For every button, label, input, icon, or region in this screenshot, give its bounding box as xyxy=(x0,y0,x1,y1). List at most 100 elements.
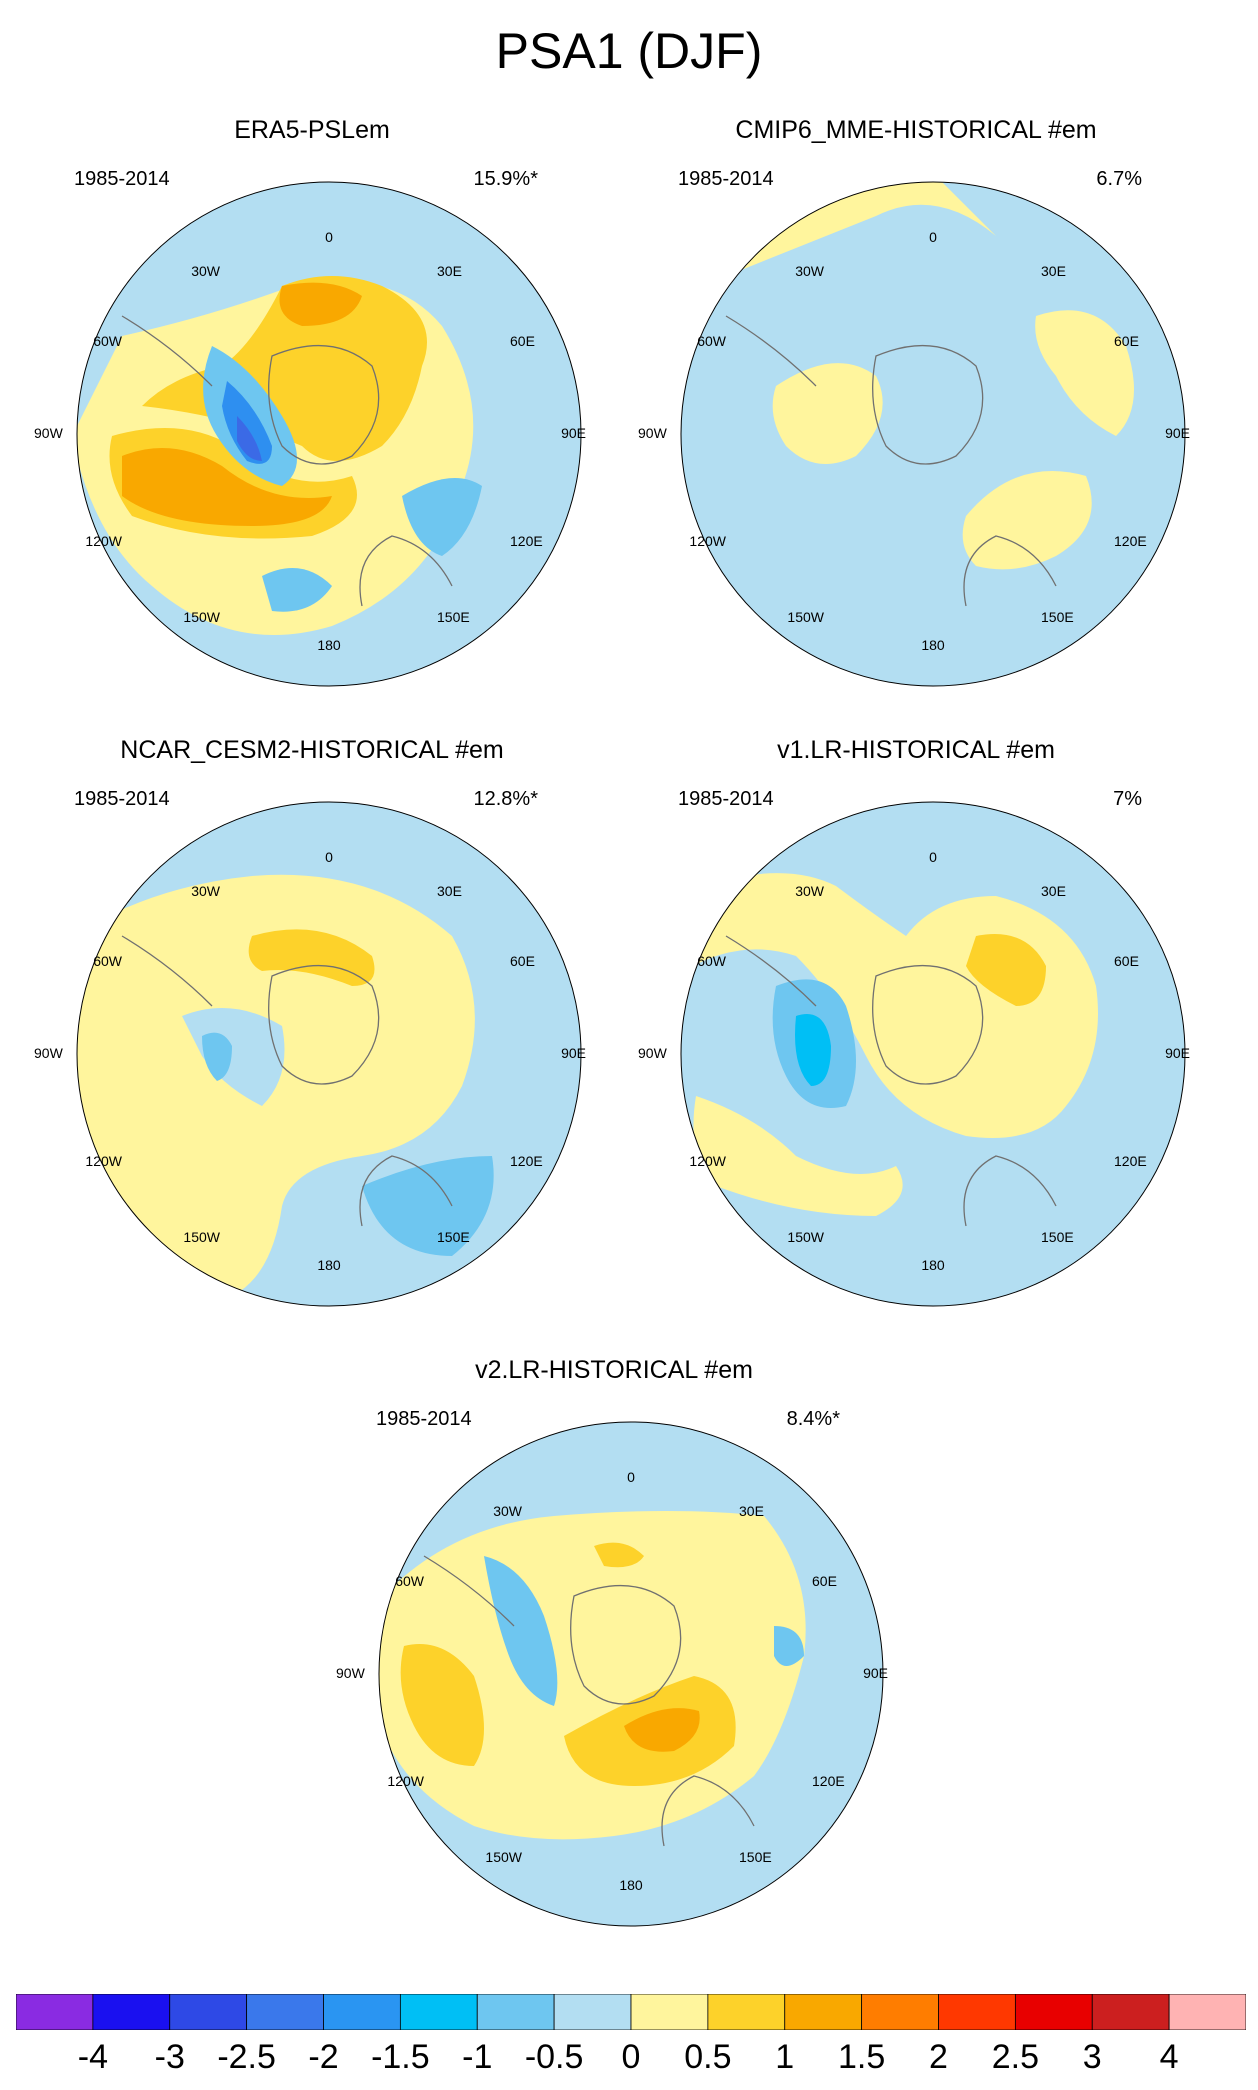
colorbar-swatch xyxy=(246,1994,324,2030)
lon-label: 120W xyxy=(689,533,726,549)
colorbar-swatch xyxy=(399,1994,478,2030)
lon-label: 120E xyxy=(1114,533,1147,549)
lon-label: 90W xyxy=(34,425,64,441)
colorbar-swatch xyxy=(92,1994,171,2030)
colorbar-swatch xyxy=(1091,1994,1170,2030)
panel-v2lr: v2.LR-HISTORICAL #em 1985-2014 8.4%* 0 3… xyxy=(334,1356,894,1996)
colorbar-tick-label: 3 xyxy=(1082,2038,1102,2076)
lon-label: 90E xyxy=(561,425,586,441)
lon-label: 150W xyxy=(485,1849,522,1865)
panel-cesm2: NCAR_CESM2-HISTORICAL #em 1985-2014 12.8… xyxy=(32,736,592,1376)
lon-label: 120W xyxy=(387,1773,424,1789)
colorbar-swatch xyxy=(938,1994,1016,2030)
lon-label: 60E xyxy=(1114,953,1139,969)
lon-label: 180 xyxy=(317,637,341,653)
colorbar-tick-label: -2.5 xyxy=(217,2038,276,2076)
lon-label: 60W xyxy=(697,953,727,969)
lon-label: 30E xyxy=(437,883,462,899)
lon-label: 30W xyxy=(795,263,825,279)
colorbar-tick-label: -2 xyxy=(308,2038,339,2076)
colorbar-tick-label: 1.5 xyxy=(837,2038,886,2076)
lon-label: 30W xyxy=(795,883,825,899)
lon-label: 60W xyxy=(93,953,123,969)
lon-label: 120W xyxy=(85,533,122,549)
colorbar-swatch xyxy=(169,1994,248,2030)
period-label: 1985-2014 xyxy=(678,168,774,190)
polar-map: 0 30E 60E 90E 120E 150E 180 150W 120W 90… xyxy=(638,801,1190,1307)
lon-label: 120E xyxy=(510,533,543,549)
lon-label: 60E xyxy=(510,953,535,969)
lon-label: 150E xyxy=(1041,609,1074,625)
figure-title: PSA1 (DJF) xyxy=(495,23,763,79)
lon-label: 150E xyxy=(437,1229,470,1245)
lon-label: 120W xyxy=(689,1153,726,1169)
lon-label: 30E xyxy=(437,263,462,279)
lon-label: 120E xyxy=(812,1773,845,1789)
lon-label: 180 xyxy=(921,1257,945,1273)
lon-label: 0 xyxy=(325,849,333,865)
colorbar-tick-label: -4 xyxy=(77,2038,108,2076)
colorbar-swatch xyxy=(1014,1994,1093,2030)
lon-label: 150E xyxy=(739,1849,772,1865)
lon-label: 0 xyxy=(929,849,937,865)
lon-label: 0 xyxy=(627,1469,635,1485)
panel-title: v2.LR-HISTORICAL #em xyxy=(475,1356,753,1384)
colorbar-swatch xyxy=(476,1994,555,2030)
lon-label: 150W xyxy=(183,609,220,625)
variance-label: 12.8%* xyxy=(473,788,539,810)
panel-title: v1.LR-HISTORICAL #em xyxy=(777,736,1055,764)
polar-map: 0 30E 60E 90E 120E 150E 180 150W 120W 90… xyxy=(638,181,1190,687)
lon-label: 30E xyxy=(1041,883,1066,899)
lon-label: 180 xyxy=(921,637,945,653)
period-label: 1985-2014 xyxy=(376,1408,472,1430)
panel-title: CMIP6_MME-HISTORICAL #em xyxy=(735,116,1097,144)
lon-label: 30E xyxy=(739,1503,764,1519)
lon-label: 150W xyxy=(787,1229,824,1245)
lon-label: 90E xyxy=(561,1045,586,1061)
lon-label: 30E xyxy=(1041,263,1066,279)
variance-label: 7% xyxy=(1113,788,1142,810)
colorbar-tick-label: 1 xyxy=(775,2038,795,2076)
lon-label: 120E xyxy=(1114,1153,1147,1169)
lon-label: 90E xyxy=(863,1665,888,1681)
panel-v1lr: v1.LR-HISTORICAL #em 1985-2014 7% 0 30E … xyxy=(636,736,1196,1376)
colorbar-swatch xyxy=(630,1994,709,2030)
polar-map: 0 30E 60E 90E 120E 150E 180 150W 120W 90… xyxy=(34,181,586,687)
lon-label: 180 xyxy=(317,1257,341,1273)
period-label: 1985-2014 xyxy=(74,168,170,190)
lon-label: 60W xyxy=(697,333,727,349)
colorbar-tick-label: 0.5 xyxy=(684,2038,732,2076)
lon-label: 60E xyxy=(510,333,535,349)
panel-era5: ERA5-PSLem 1985-2014 15.9%* 0 30E 60E 90… xyxy=(32,116,592,756)
lon-label: 60W xyxy=(93,333,123,349)
colorbar xyxy=(16,1994,1246,2030)
colorbar-swatch xyxy=(16,1994,94,2030)
lon-label: 90W xyxy=(638,1045,668,1061)
lon-label: 120W xyxy=(85,1153,122,1169)
colorbar-swatch xyxy=(861,1994,939,2030)
variance-label: 6.7% xyxy=(1096,168,1142,190)
colorbar-tick-label: -1 xyxy=(462,2038,493,2076)
lon-label: 90E xyxy=(1165,1045,1190,1061)
colorbar-swatch xyxy=(1168,1994,1246,2030)
colorbar-swatch xyxy=(784,1994,863,2030)
panel-cmip6: CMIP6_MME-HISTORICAL #em 1985-2014 6.7% … xyxy=(636,116,1196,756)
lon-label: 60E xyxy=(1114,333,1139,349)
colorbar-swatch xyxy=(553,1994,632,2030)
polar-map: 0 30E 60E 90E 120E 150E 180 150W 120W 90… xyxy=(336,1421,888,1927)
colorbar-swatch xyxy=(323,1994,401,2030)
lon-label: 120E xyxy=(510,1153,543,1169)
polar-map: 0 30E 60E 90E 120E 150E 180 150W 120W 90… xyxy=(34,801,586,1307)
colorbar-tick-label: -1.5 xyxy=(371,2038,430,2076)
lon-label: 90W xyxy=(638,425,668,441)
colorbar-swatch xyxy=(707,1994,786,2030)
lon-label: 90E xyxy=(1165,425,1190,441)
lon-label: 60E xyxy=(812,1573,837,1589)
lon-label: 150W xyxy=(787,609,824,625)
lon-label: 60W xyxy=(395,1573,425,1589)
lon-label: 30W xyxy=(191,883,221,899)
variance-label: 8.4%* xyxy=(786,1408,840,1430)
colorbar-tick-label: 2 xyxy=(929,2038,948,2076)
colorbar-tick-label: 2.5 xyxy=(991,2038,1040,2076)
lon-label: 90W xyxy=(34,1045,64,1061)
